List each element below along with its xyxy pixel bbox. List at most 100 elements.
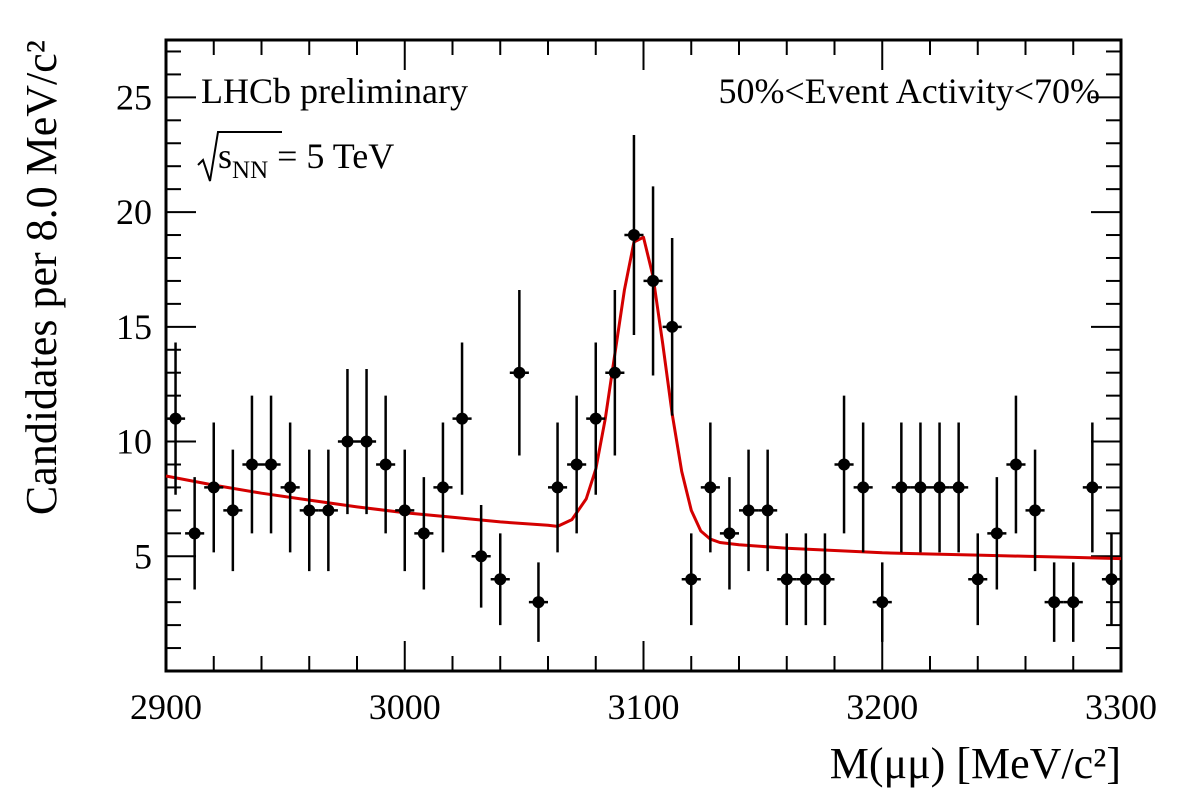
data-marker [627,229,640,242]
data-point [1101,533,1121,626]
data-point [490,533,510,626]
data-marker [647,274,660,287]
x-axis-tick-labels: 2900 3000 3100 3200 3300 [130,687,1157,727]
data-point [337,368,357,515]
data-point [968,533,988,626]
fit-series [165,235,1122,561]
data-point [1044,562,1064,642]
x-axis-label: M(μμ) [MeV/c²] [830,739,1121,788]
data-marker [1067,596,1080,609]
data-point [376,395,396,534]
data-marker [914,481,927,494]
data-marker [952,481,965,494]
data-point [681,533,701,626]
data-marker [169,412,182,425]
data-marker [895,481,908,494]
data-point [1063,562,1083,642]
data-marker [494,573,507,586]
y-tick-label: 15 [116,307,152,347]
sqrt-symbol-icon [197,131,282,182]
data-point [280,422,300,553]
experiment-label: LHCb preliminary [201,71,468,111]
data-point [891,422,911,553]
data-point [586,342,606,495]
data-marker [876,596,889,609]
data-point [643,186,663,376]
data-point [548,422,568,553]
energy-subscript: NN [232,157,268,184]
data-point [1025,449,1045,572]
data-marker [723,527,736,540]
data-marker [513,366,526,379]
data-marker [475,550,488,563]
data-marker [436,481,449,494]
x-tick-label: 3300 [1085,687,1157,727]
data-marker [417,527,430,540]
data-point [815,533,835,626]
data-marker [303,504,316,517]
data-point [528,562,548,642]
data-marker [1086,481,1099,494]
data-point [452,342,472,495]
x-tick-label: 3200 [846,687,918,727]
data-point [910,422,930,553]
x-tick-label: 3000 [369,687,441,727]
data-marker [341,435,354,448]
data-marker [322,504,335,517]
data-point [166,342,186,495]
data-point [605,289,625,456]
data-marker [838,458,851,471]
data-marker [761,504,774,517]
data-marker [608,366,621,379]
data-point [700,422,720,553]
data-point [204,422,224,553]
data-marker [818,573,831,586]
data-point [567,395,587,534]
data-marker [532,596,545,609]
data-point [357,368,377,515]
y-tick-label: 10 [116,422,152,462]
data-marker [1029,504,1042,517]
data-marker [933,481,946,494]
data-point [719,477,739,590]
data-marker [207,481,220,494]
y-axis-tick-labels: 5 10 15 20 25 [116,77,152,576]
energy-prefix: s [218,136,232,176]
data-point [185,477,205,590]
data-point [1082,422,1102,553]
data-point [414,477,434,590]
data-point [662,237,682,416]
data-marker [971,573,984,586]
fit-curve [165,235,1122,561]
data-marker [666,320,679,333]
data-point-series [166,135,1121,642]
data-point [872,562,892,642]
data-point [471,504,491,608]
data-marker [857,481,870,494]
data-point [834,395,854,534]
data-marker [742,504,755,517]
data-point [739,449,759,572]
data-marker [284,481,297,494]
data-marker [570,458,583,471]
data-marker [704,481,717,494]
data-marker [780,573,793,586]
data-point [930,422,950,553]
data-point [777,533,797,626]
y-tick-label: 20 [116,192,152,232]
data-marker [799,573,812,586]
data-point [987,477,1007,590]
y-tick-label: 5 [134,536,152,576]
data-point [509,289,529,456]
y-axis-label: Candidates per 8.0 MeV/c² [17,40,66,515]
data-point [624,135,644,336]
energy-text: sNN = 5 TeV [218,136,394,184]
data-point [242,395,262,534]
data-marker [398,504,411,517]
data-marker [360,435,373,448]
data-marker [456,412,469,425]
data-point [949,422,969,553]
data-marker [685,573,698,586]
data-marker [379,458,392,471]
